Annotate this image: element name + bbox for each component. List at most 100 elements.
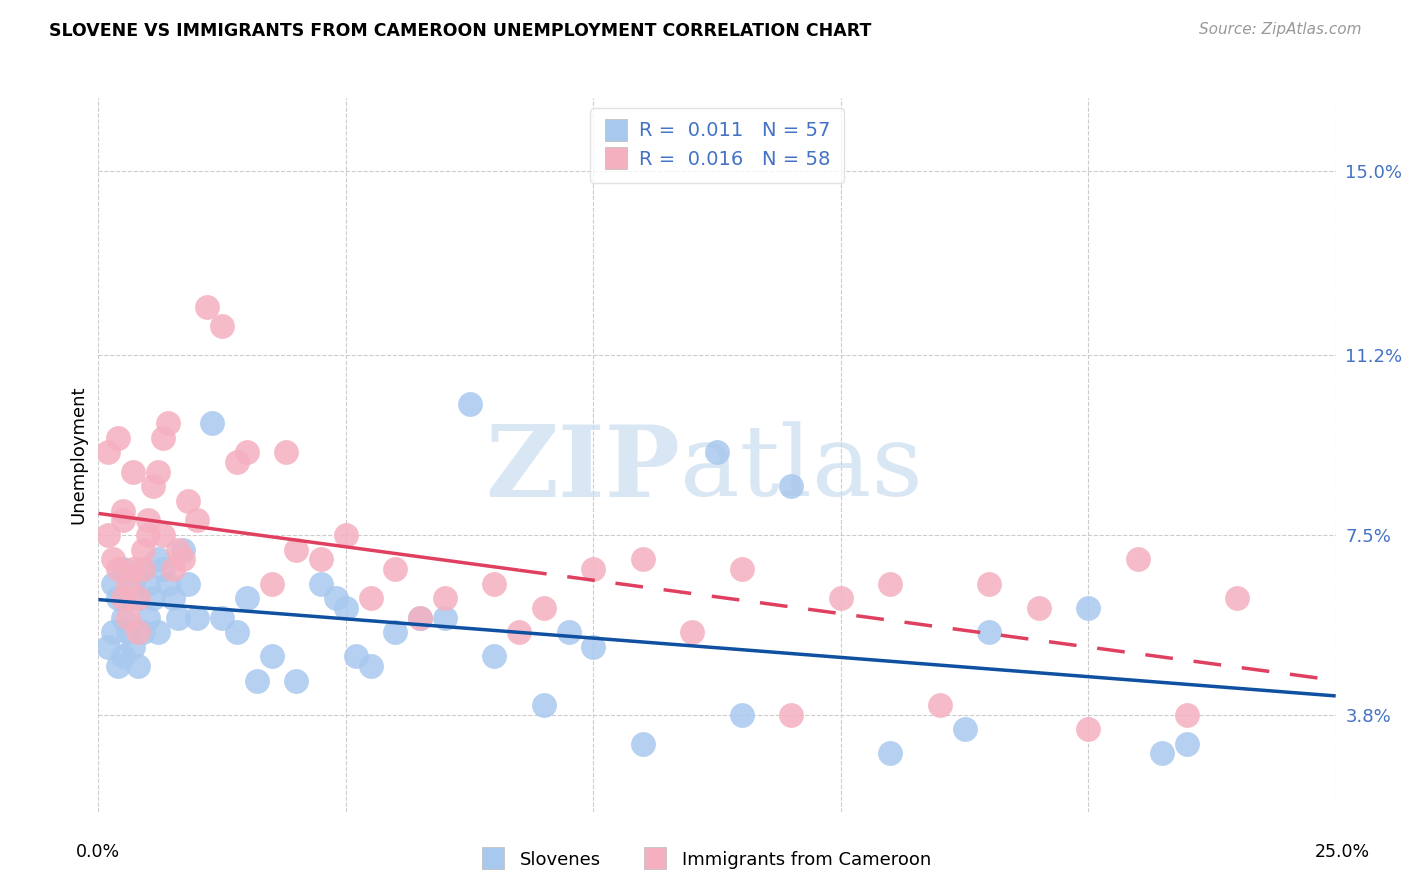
Point bbox=[928, 698, 950, 712]
Point bbox=[107, 562, 129, 576]
Point bbox=[127, 591, 149, 606]
Text: ZIP: ZIP bbox=[485, 421, 681, 517]
Point bbox=[132, 562, 155, 576]
Point bbox=[127, 625, 149, 640]
Point bbox=[344, 649, 367, 664]
Point bbox=[152, 528, 174, 542]
Point bbox=[136, 513, 159, 527]
Point bbox=[631, 552, 654, 566]
Point bbox=[285, 542, 308, 557]
Point bbox=[146, 465, 169, 479]
Point bbox=[276, 445, 298, 459]
Point bbox=[433, 591, 456, 606]
Point bbox=[309, 576, 332, 591]
Point bbox=[226, 455, 249, 469]
Point bbox=[533, 600, 555, 615]
Point bbox=[325, 591, 347, 606]
Point bbox=[172, 552, 194, 566]
Point bbox=[107, 659, 129, 673]
Point bbox=[103, 576, 125, 591]
Point bbox=[97, 528, 120, 542]
Text: 0.0%: 0.0% bbox=[76, 843, 121, 861]
Point bbox=[706, 445, 728, 459]
Point bbox=[260, 649, 283, 664]
Point bbox=[211, 610, 233, 624]
Point bbox=[557, 625, 579, 640]
Point bbox=[484, 649, 506, 664]
Point bbox=[142, 591, 165, 606]
Point bbox=[156, 576, 179, 591]
Point bbox=[112, 562, 135, 576]
Point bbox=[107, 431, 129, 445]
Point bbox=[681, 625, 703, 640]
Point bbox=[122, 640, 145, 654]
Point bbox=[152, 431, 174, 445]
Point bbox=[136, 528, 159, 542]
Point bbox=[132, 625, 155, 640]
Point bbox=[1028, 600, 1050, 615]
Point bbox=[508, 625, 530, 640]
Point bbox=[112, 649, 135, 664]
Point bbox=[409, 610, 432, 624]
Point bbox=[107, 591, 129, 606]
Point bbox=[97, 445, 120, 459]
Point bbox=[582, 640, 605, 654]
Point bbox=[122, 562, 145, 576]
Y-axis label: Unemployment: Unemployment bbox=[69, 385, 87, 524]
Point bbox=[162, 562, 184, 576]
Point bbox=[127, 591, 149, 606]
Point bbox=[117, 576, 139, 591]
Point bbox=[117, 625, 139, 640]
Point bbox=[201, 417, 224, 431]
Point bbox=[142, 479, 165, 493]
Point bbox=[186, 610, 208, 624]
Point bbox=[582, 562, 605, 576]
Point bbox=[879, 576, 901, 591]
Point bbox=[360, 659, 382, 673]
Point bbox=[335, 528, 357, 542]
Point bbox=[360, 591, 382, 606]
Point bbox=[409, 610, 432, 624]
Point bbox=[136, 576, 159, 591]
Point bbox=[780, 479, 803, 493]
Point bbox=[122, 576, 145, 591]
Point bbox=[146, 625, 169, 640]
Text: 25.0%: 25.0% bbox=[1315, 843, 1371, 861]
Point bbox=[458, 397, 481, 411]
Point bbox=[384, 562, 406, 576]
Point bbox=[146, 552, 169, 566]
Point bbox=[979, 576, 1001, 591]
Point bbox=[136, 610, 159, 624]
Point bbox=[236, 591, 259, 606]
Point bbox=[484, 576, 506, 591]
Point bbox=[731, 707, 754, 722]
Point bbox=[309, 552, 332, 566]
Point bbox=[1077, 600, 1099, 615]
Point bbox=[127, 659, 149, 673]
Legend: Slovenes, Immigrants from Cameroon: Slovenes, Immigrants from Cameroon bbox=[467, 844, 939, 876]
Point bbox=[731, 562, 754, 576]
Point bbox=[533, 698, 555, 712]
Point bbox=[162, 591, 184, 606]
Point bbox=[97, 640, 120, 654]
Point bbox=[236, 445, 259, 459]
Point bbox=[122, 465, 145, 479]
Text: SLOVENE VS IMMIGRANTS FROM CAMEROON UNEMPLOYMENT CORRELATION CHART: SLOVENE VS IMMIGRANTS FROM CAMEROON UNEM… bbox=[49, 22, 872, 40]
Point bbox=[1175, 737, 1198, 751]
Point bbox=[172, 542, 194, 557]
Point bbox=[226, 625, 249, 640]
Text: atlas: atlas bbox=[681, 421, 922, 517]
Point bbox=[176, 494, 198, 508]
Point bbox=[335, 600, 357, 615]
Point bbox=[112, 504, 135, 518]
Point bbox=[112, 610, 135, 624]
Point bbox=[953, 722, 976, 736]
Point bbox=[117, 610, 139, 624]
Point bbox=[152, 562, 174, 576]
Point bbox=[103, 552, 125, 566]
Point bbox=[879, 747, 901, 761]
Point bbox=[1152, 747, 1174, 761]
Point bbox=[1175, 707, 1198, 722]
Point bbox=[260, 576, 283, 591]
Point bbox=[631, 737, 654, 751]
